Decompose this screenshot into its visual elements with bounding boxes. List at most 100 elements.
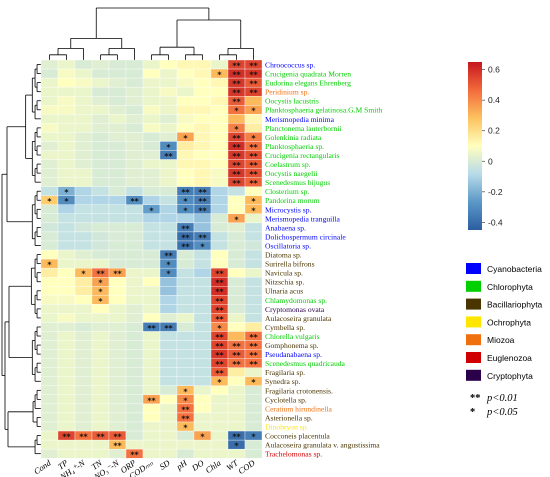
heatmap-cell [159,240,178,251]
heatmap-cell [57,340,76,350]
species-label: Microcystis sp. [265,205,312,214]
significance-mark: ** [215,297,224,306]
heatmap-cell [210,86,229,97]
species-label: Closterium sp. [265,187,309,196]
heatmap-cell [125,213,144,224]
heatmap-cell [159,222,178,233]
heatmap-cell [74,204,93,215]
species-label: Ulnaria acus [265,287,303,296]
heatmap-cell [91,105,110,115]
heatmap-cell [108,123,127,133]
heatmap-cell [142,340,161,350]
heatmap-cell [210,231,229,242]
heatmap-cell [91,231,110,242]
heatmap-cell [91,313,110,323]
heatmap-cell [210,141,229,151]
heatmap-cell [227,286,246,296]
significance-mark: ** [181,188,190,197]
significance-mark: ** [249,351,258,360]
heatmap-cell [176,168,195,178]
species-labels: Chroococcus sp.Crucigenia quadrata Morre… [265,60,382,458]
heatmap-cell [176,86,195,97]
heatmap-cell [193,59,212,70]
heatmap-cell [74,249,93,260]
heatmap-cell [91,340,110,350]
heatmap-cell [91,376,110,386]
heatmap-cell [210,123,229,133]
heatmap-cell [227,376,246,386]
legend-label: Cryptophyta [487,371,533,381]
heatmap-cells [40,59,263,459]
heatmap-cell [91,367,110,377]
heatmap-cell [125,186,144,196]
heatmap-cell [142,141,161,151]
heatmap-cell [57,385,76,396]
heatmap-cell [125,267,144,278]
significance-mark: ** [232,360,241,369]
heatmap-cell [142,159,161,169]
heatmap-cell [91,322,110,332]
heatmap-cell [125,439,144,450]
heatmap-cell [57,231,76,242]
heatmap-cell [244,231,263,242]
heatmap-cell [125,77,144,88]
heatmap-cell [91,177,110,187]
significance-mark: ** [198,188,207,197]
species-label: Golenkinia radiata [265,133,322,142]
heatmap-cell [91,168,110,178]
heatmap-cell [227,267,246,278]
heatmap-cell [210,448,229,459]
significance-mark: ** [113,433,122,442]
species-label: Eudorina elegans Ehrenberg [265,79,351,88]
significance-mark: ** [62,433,71,442]
heatmap-cell [74,376,93,386]
heatmap-cell [244,448,263,459]
heatmap-cell [244,295,263,305]
heatmap-cell [108,240,127,251]
significance-mark: ** [164,324,173,333]
heatmap-cell [57,421,76,432]
heatmap-cell [40,186,59,196]
heatmap-cell [57,358,76,368]
heatmap-cell [74,123,93,133]
heatmap-cell [193,394,212,405]
heatmap-cell [142,421,161,432]
heatmap-cell [142,295,161,305]
heatmap-cell [193,313,212,323]
color-scale-bar: 0.6 0.4 0.2 0 -0.2 -0.4 [468,62,503,230]
heatmap-cell [210,150,229,160]
significance-mark: ** [249,89,258,98]
species-label: Aulacoseira granulata v. angustissima [265,441,380,450]
heatmap-cell [74,421,93,432]
significance-mark: ** [79,433,88,442]
heatmap-cell [159,195,178,205]
significance-mark: ** [249,80,258,89]
species-label: Crucigenia quadrata Morren [265,70,351,79]
heatmap-cell [57,277,76,287]
heatmap-cell [40,295,59,305]
heatmap-cell [176,68,195,79]
heatmap-cell [159,349,178,359]
significance-mark: ** [164,152,173,161]
species-label: Aulacoseira granulata [265,314,332,323]
heatmap-cell [210,439,229,450]
heatmap-cell [74,349,93,359]
heatmap-cell [125,86,144,97]
heatmap-cell [91,150,110,160]
heatmap-cell [40,150,59,160]
heatmap-cell [176,367,195,377]
significance-legend-text: p<0.01 [486,393,518,404]
heatmap-cell [142,132,161,142]
variable-label: Chla [203,458,222,476]
significance-mark: ** [249,161,258,170]
heatmap-cell [74,403,93,414]
significance-mark: ** [130,451,139,460]
species-label: Peridinium sp. [265,88,309,97]
significance-stars: ** *** ** **** **** ***** *** ** ** ** **** ** **** *… [47,61,258,459]
significance-mark: * [217,378,222,387]
variable-label: TP [56,458,70,472]
heatmap-cell [57,313,76,323]
heatmap-cell [125,349,144,359]
heatmap-cell [108,195,127,205]
heatmap-cell [244,403,263,414]
